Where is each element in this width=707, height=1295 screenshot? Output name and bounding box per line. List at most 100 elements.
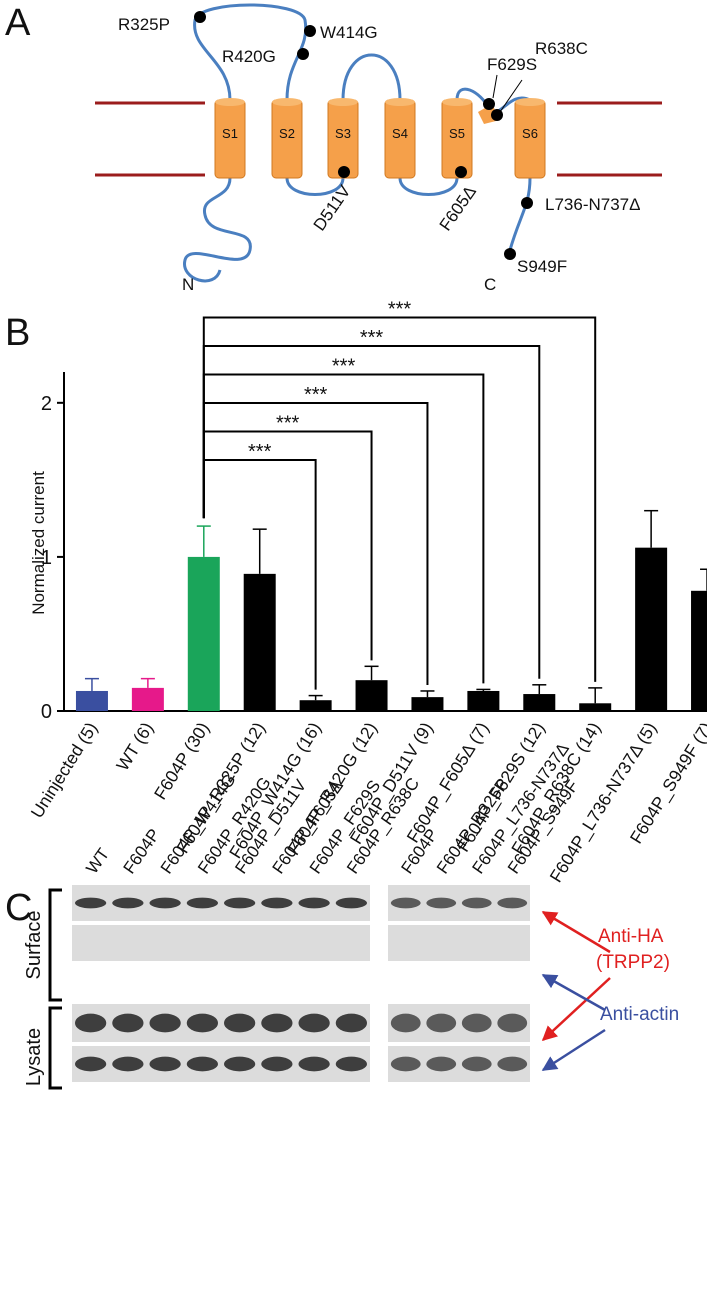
bar bbox=[691, 590, 707, 711]
band bbox=[390, 1013, 421, 1033]
antibody-label: Anti-HA bbox=[598, 926, 664, 947]
significance-label: *** bbox=[276, 413, 300, 435]
significance-bracket bbox=[202, 430, 373, 661]
segment-cap bbox=[385, 98, 415, 106]
x-tick-label: WT (6) bbox=[112, 719, 157, 775]
segment-cap bbox=[328, 98, 358, 106]
mutation-label: R325P bbox=[118, 15, 170, 34]
mutation-label: R638C bbox=[535, 39, 588, 58]
arrow bbox=[541, 977, 611, 1042]
band bbox=[335, 897, 368, 909]
band bbox=[426, 1013, 457, 1033]
dot bbox=[194, 11, 206, 23]
bar bbox=[187, 556, 220, 711]
segment-cap bbox=[442, 98, 472, 106]
mutation-label: W414G bbox=[320, 23, 378, 42]
y-tick-label: 2 bbox=[41, 393, 52, 415]
band bbox=[497, 1056, 528, 1072]
band bbox=[298, 1013, 330, 1033]
band bbox=[497, 897, 528, 909]
dot bbox=[338, 166, 350, 178]
band bbox=[149, 1013, 181, 1033]
band bbox=[223, 1056, 256, 1072]
dot bbox=[504, 248, 516, 260]
significance-bracket bbox=[202, 316, 597, 682]
y-tick-label: 1 bbox=[41, 547, 52, 569]
band bbox=[261, 897, 293, 909]
bar bbox=[579, 703, 612, 711]
band bbox=[426, 1056, 457, 1072]
protein-chain bbox=[183, 3, 532, 283]
panel-letter: C bbox=[5, 887, 32, 929]
bracket bbox=[48, 888, 62, 1090]
mutation-label: R420G bbox=[222, 47, 276, 66]
bar bbox=[243, 573, 276, 711]
bar bbox=[75, 690, 108, 711]
band bbox=[390, 897, 421, 909]
x-tick-label: Uninjected (5) bbox=[27, 719, 102, 822]
segment-cap bbox=[515, 98, 545, 106]
band bbox=[461, 1056, 492, 1072]
band bbox=[223, 897, 256, 909]
band bbox=[74, 1056, 107, 1072]
bar bbox=[355, 680, 388, 711]
band bbox=[223, 1013, 256, 1033]
band bbox=[149, 897, 181, 909]
band bbox=[390, 1056, 421, 1072]
mutation-label: D511V bbox=[310, 181, 355, 234]
dot bbox=[297, 48, 309, 60]
dot bbox=[483, 98, 495, 110]
band bbox=[335, 1013, 368, 1033]
dot bbox=[521, 197, 533, 209]
terminus: N bbox=[182, 275, 194, 294]
band bbox=[298, 897, 330, 909]
antibody-label: Anti-actin bbox=[600, 1004, 679, 1025]
segment-label: S6 bbox=[522, 126, 538, 141]
bar bbox=[411, 697, 444, 711]
band bbox=[112, 897, 144, 909]
blot-strip bbox=[388, 925, 530, 961]
band bbox=[186, 1056, 219, 1072]
significance-label: *** bbox=[304, 384, 328, 406]
arrow bbox=[541, 973, 606, 1012]
mutation-label: S949F bbox=[517, 257, 567, 276]
segment-cap bbox=[272, 98, 302, 106]
segment-label: S2 bbox=[279, 126, 295, 141]
y-tick-label: 0 bbox=[41, 701, 52, 723]
band bbox=[335, 1056, 368, 1072]
panel-c: C Surface Lysate Anti-HA (TRPP2) Anti-ac… bbox=[5, 739, 679, 1090]
segment-label: S3 bbox=[335, 126, 351, 141]
x-tick-label: F604P (30) bbox=[150, 719, 213, 804]
band bbox=[426, 897, 457, 909]
terminus: C bbox=[484, 275, 496, 294]
bar bbox=[635, 547, 668, 711]
band bbox=[298, 1056, 330, 1072]
band bbox=[261, 1013, 293, 1033]
band bbox=[186, 897, 219, 909]
segment-label: S5 bbox=[449, 126, 465, 141]
dot bbox=[455, 166, 467, 178]
leader bbox=[499, 79, 523, 113]
band bbox=[112, 1013, 144, 1033]
bar bbox=[523, 694, 556, 711]
band bbox=[461, 1013, 492, 1033]
significance-label: *** bbox=[388, 299, 412, 321]
band bbox=[186, 1013, 219, 1033]
lane-label: WT bbox=[82, 845, 113, 878]
significance-label: *** bbox=[332, 356, 356, 378]
segment-label: S1 bbox=[222, 126, 238, 141]
segment-label: S4 bbox=[392, 126, 408, 141]
band bbox=[74, 1013, 107, 1033]
segment-cap bbox=[215, 98, 245, 106]
panel-a: A S1 S2 S3 S4 S5 S6 R325P W414G R420G D511V F… bbox=[5, 2, 662, 294]
antibody-label: (TRPP2) bbox=[596, 952, 670, 973]
panel-letter: B bbox=[5, 312, 30, 354]
band bbox=[461, 897, 492, 909]
bar bbox=[299, 700, 332, 711]
group-label: Surface bbox=[23, 911, 45, 980]
dot bbox=[304, 25, 316, 37]
mutation-label: L736-N737Δ bbox=[545, 195, 640, 214]
group-label: Lysate bbox=[23, 1028, 45, 1086]
panel-letter: A bbox=[5, 2, 31, 44]
